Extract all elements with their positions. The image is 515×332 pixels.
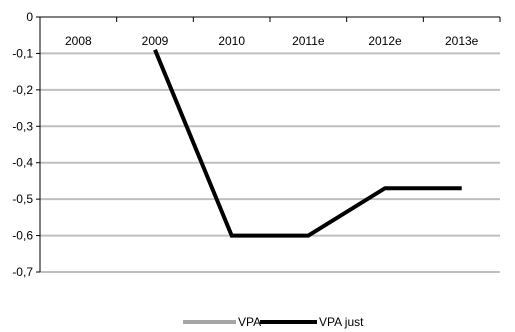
y-axis: 0 -0,1 -0,2 -0,3 -0,4 -0,5 -0,6 -0,7 <box>12 10 41 279</box>
x-category-label: 2012e <box>368 34 402 48</box>
gridlines <box>40 52 500 273</box>
legend-label: VPA just <box>319 315 364 329</box>
x-axis: 2008 2009 2010 2011e 2012e 2013e <box>39 16 501 48</box>
series-lines <box>153 49 462 238</box>
y-tick-label: -0,4 <box>12 156 33 170</box>
x-category-label: 2011e <box>292 34 325 48</box>
y-tick-label: -0,3 <box>12 119 33 133</box>
x-category-label: 2010 <box>218 34 245 48</box>
x-category-label: 2009 <box>142 34 169 48</box>
y-tick-label: -0,1 <box>12 46 33 60</box>
y-tick-label: -0,7 <box>12 265 33 279</box>
y-tick-label: 0 <box>26 10 33 24</box>
x-category-label: 2008 <box>65 34 92 48</box>
legend-label: VPA <box>238 315 261 329</box>
series-line-1 <box>153 49 462 238</box>
legend: VPA VPA just <box>183 315 364 329</box>
y-tick-label: -0,2 <box>12 83 33 97</box>
y-tick-label: -0,5 <box>12 192 33 206</box>
y-tick-label: -0,6 <box>12 229 33 243</box>
x-category-label: 2013e <box>445 34 479 48</box>
